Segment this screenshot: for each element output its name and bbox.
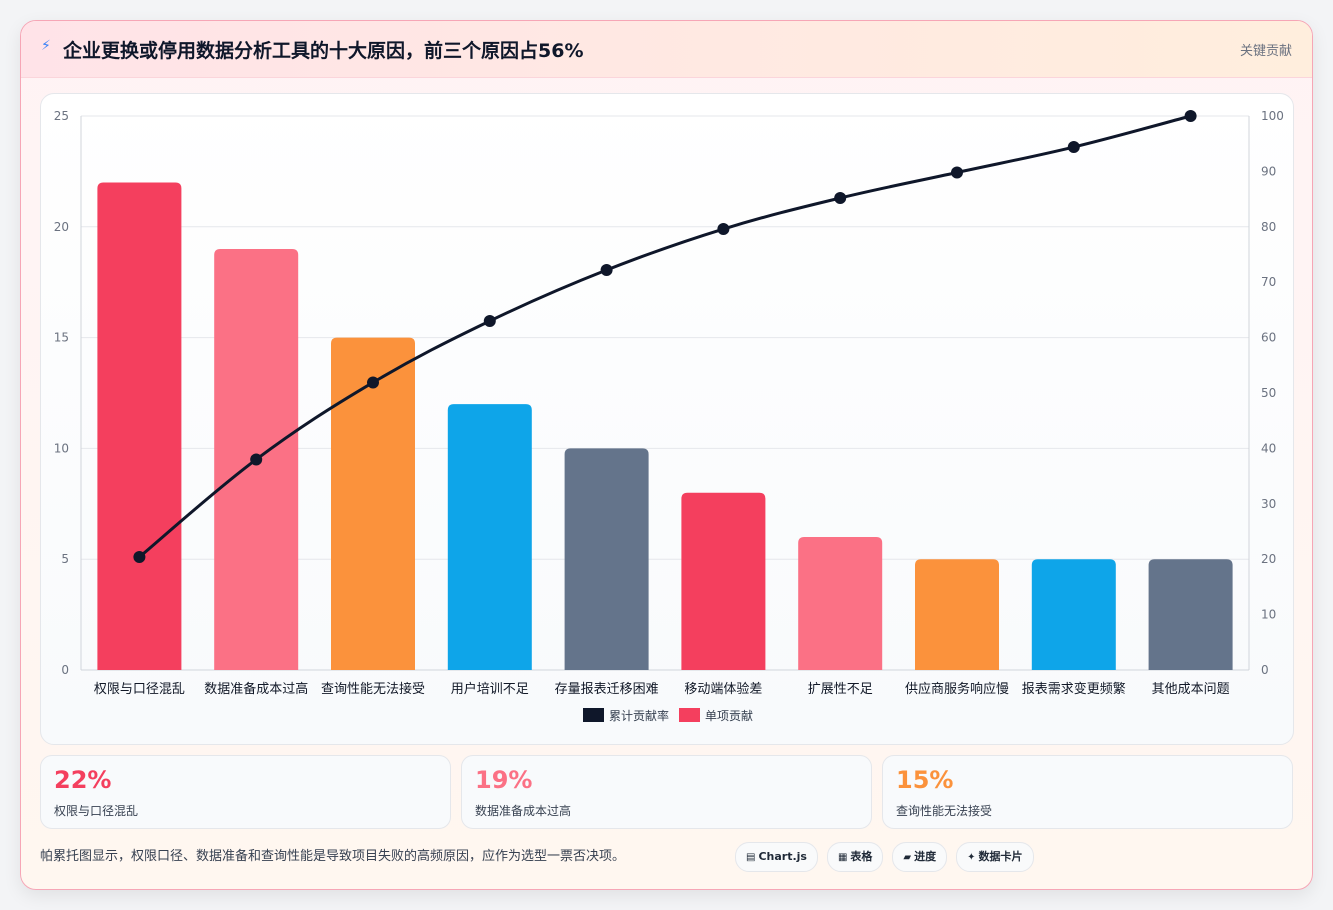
cumulative-point-3: [367, 376, 379, 389]
y-tick-label: 10: [54, 441, 69, 455]
chip-progress[interactable]: ▰ 进度: [892, 842, 948, 872]
legend-swatch-cumulative: [583, 708, 604, 722]
chip-table[interactable]: ▦ 表格: [826, 842, 884, 872]
cumulative-point-10: [1184, 110, 1197, 122]
bar-8: [915, 559, 999, 670]
cumulative-point-2: [250, 453, 263, 466]
legend-label-cumulative: 累计贡献率: [609, 708, 669, 723]
footer-note: 帕累托图显示，权限口径、数据准备和查询性能是导致项目失败的高频原因，应作为选型一…: [40, 849, 626, 864]
stat-label: 查询性能无法接受: [896, 804, 993, 818]
x-tick-label: 权限与口径混乱: [94, 681, 185, 697]
y-tick-label: 0: [61, 663, 69, 677]
chip-bar: ▤ Chart.js ▦ 表格 ▰ 进度 ✦ 数据卡片: [735, 842, 1034, 872]
x-tick-label: 存量报表迁移困难: [555, 682, 659, 697]
bar-4: [447, 404, 532, 670]
chip-label: Chart.js: [758, 850, 807, 863]
y2-tick-label: 50: [1261, 386, 1276, 400]
report-card: ⚡ 企业更换或停用数据分析工具的十大原因，前三个原因占56% 关键贡献 0 5 10…: [20, 20, 1313, 890]
bar-6: [681, 492, 766, 670]
stat-card-1: 22% 权限与口径混乱: [40, 755, 451, 829]
stat-card-3: 15% 查询性能无法接受: [882, 755, 1293, 829]
y-tick-label: 20: [54, 220, 69, 234]
bar-7: [798, 537, 883, 670]
bar-5: [564, 448, 649, 670]
y-tick-label: 25: [54, 109, 69, 123]
x-tick-label: 查询性能无法接受: [321, 681, 425, 697]
x-tick-label: 扩展性不足: [808, 682, 873, 697]
x-tick-label: 移动端体验差: [684, 681, 762, 697]
x-tick-label: 用户培训不足: [451, 681, 529, 697]
legend-label-single: 单项贡献: [705, 708, 753, 723]
y2-tick-label: 70: [1261, 275, 1276, 289]
pareto-chart: 0 5 10 15 20 25 0 10 20 30 40 50 60 70 80 90 100 权限与口径混乱 数…: [54, 109, 1284, 723]
stat-label: 权限与口径混乱: [54, 804, 139, 818]
y2-tick-label: 90: [1261, 164, 1276, 178]
stat-value: 19%: [475, 766, 533, 794]
chart-panel: 0 5 10 15 20 25 0 10 20 30 40 50 60 70 80 90 100 权限与口径混乱 数…: [40, 93, 1294, 745]
chart-title: 企业更换或停用数据分析工具的十大原因，前三个原因占56%: [63, 40, 584, 62]
y-tick-label: 5: [61, 552, 69, 566]
cumulative-point-6: [717, 223, 730, 236]
stat-card-2: 19% 数据准备成本过高: [461, 755, 872, 829]
y2-tick-label: 10: [1261, 608, 1276, 622]
chip-label: 数据卡片: [978, 850, 1023, 863]
y2-tick-label: 20: [1261, 552, 1276, 566]
chip-chartjs[interactable]: ▤ Chart.js: [735, 842, 818, 872]
y2-tick-label: 100: [1261, 109, 1284, 123]
x-tick-label: 其他成本问题: [1152, 682, 1230, 697]
x-tick-label: 数据准备成本过高: [204, 681, 308, 697]
cumulative-point-1: [133, 550, 146, 563]
stat-label: 数据准备成本过高: [475, 804, 572, 818]
y2-tick-label: 80: [1261, 220, 1276, 234]
stat-value: 22%: [54, 766, 112, 794]
y2-tick-label: 0: [1261, 663, 1269, 677]
card-icon: ✦: [967, 852, 976, 863]
progress-icon: ▰: [903, 852, 912, 863]
x-tick-label: 供应商服务响应慢: [905, 681, 1009, 697]
x-tick-label: 报表需求变更频繁: [1022, 681, 1126, 697]
bar-9: [1031, 559, 1116, 670]
chart-icon: ▤: [746, 852, 756, 863]
bar-10: [1148, 559, 1233, 670]
cumulative-point-5: [600, 264, 613, 277]
chip-label: 进度: [914, 850, 937, 863]
cumulative-point-4: [483, 314, 496, 327]
lightning-icon: ⚡: [41, 38, 51, 54]
stat-value: 15%: [896, 766, 954, 794]
cumulative-point-7: [834, 191, 847, 204]
y2-tick-label: 60: [1261, 331, 1276, 345]
chip-data-card[interactable]: ✦ 数据卡片: [956, 842, 1034, 872]
y2-tick-label: 30: [1261, 497, 1276, 511]
cumulative-line: [138, 114, 1191, 559]
chip-label: 表格: [850, 850, 873, 863]
table-icon: ▦: [837, 852, 848, 863]
cumulative-point-8: [951, 166, 963, 179]
cumulative-point-9: [1067, 141, 1080, 154]
legend-swatch-single: [679, 708, 700, 722]
card-header: ⚡ 企业更换或停用数据分析工具的十大原因，前三个原因占56% 关键贡献: [21, 21, 1312, 78]
key-contribution-badge[interactable]: 关键贡献: [1239, 44, 1292, 59]
y-tick-label: 15: [54, 331, 69, 345]
bar-1: [97, 182, 182, 670]
y2-tick-label: 40: [1261, 441, 1276, 455]
bar-3: [331, 337, 415, 670]
